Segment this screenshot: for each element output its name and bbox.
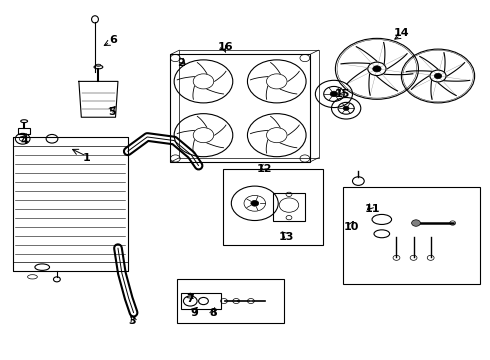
Bar — [13, 137, 128, 271]
Circle shape — [434, 73, 441, 79]
Bar — [343, 187, 480, 284]
Bar — [179, 50, 318, 158]
Text: 6: 6 — [109, 35, 117, 45]
Circle shape — [343, 106, 349, 111]
Text: 5: 5 — [108, 107, 116, 117]
Text: 4: 4 — [20, 136, 28, 145]
Bar — [13, 262, 128, 271]
Text: 15: 15 — [335, 89, 350, 99]
Bar — [176, 279, 284, 323]
Text: 3: 3 — [129, 316, 136, 325]
Bar — [273, 193, 305, 221]
Text: 2: 2 — [177, 58, 185, 68]
Bar — [18, 128, 30, 134]
Bar — [171, 54, 310, 162]
Text: 11: 11 — [364, 204, 380, 214]
Text: 13: 13 — [279, 232, 294, 242]
Bar — [13, 137, 128, 146]
Circle shape — [373, 66, 381, 72]
Circle shape — [330, 91, 338, 96]
Text: 7: 7 — [186, 294, 194, 304]
Text: 1: 1 — [82, 153, 90, 163]
Text: 12: 12 — [257, 164, 272, 174]
Text: 16: 16 — [218, 42, 233, 52]
Ellipse shape — [96, 64, 101, 66]
Circle shape — [412, 220, 420, 226]
Bar — [223, 169, 323, 244]
Bar — [181, 293, 221, 309]
Text: 10: 10 — [344, 222, 359, 231]
Text: 9: 9 — [191, 308, 198, 318]
Text: 14: 14 — [393, 28, 409, 38]
Text: 8: 8 — [209, 308, 217, 318]
Circle shape — [251, 201, 259, 206]
